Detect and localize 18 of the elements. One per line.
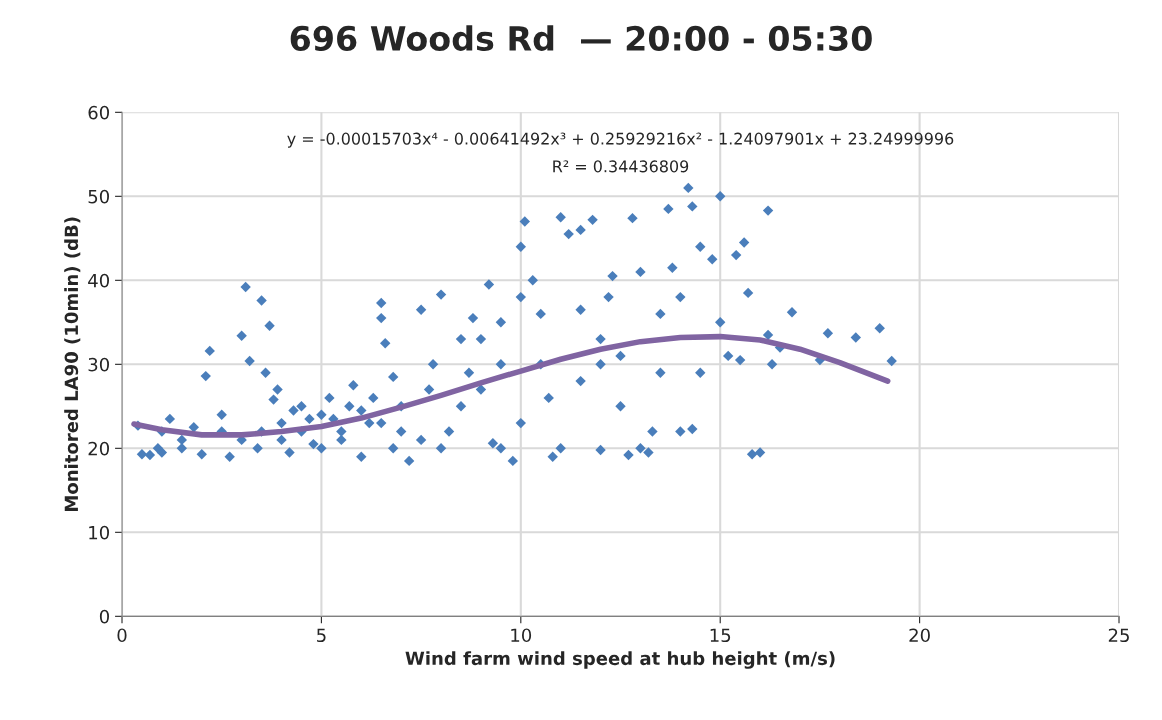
x-tick-label: 25 — [1108, 628, 1129, 643]
y-tick-label: 60 — [88, 105, 110, 120]
x-tick-label: 15 — [710, 628, 731, 643]
y-tick-label: 30 — [88, 357, 110, 372]
y-tick-label: 50 — [88, 189, 110, 204]
y-tick-label: 20 — [88, 441, 110, 456]
y-tick-label: 40 — [88, 273, 110, 288]
x-axis-title: Wind farm wind speed at hub height (m/s) — [405, 651, 835, 669]
y-tick-label: 10 — [89, 525, 110, 540]
y-axis-title: Monitored LA90 (10min) (dB) — [64, 217, 81, 511]
x-tick-label: 0 — [117, 628, 127, 643]
x-tick-label: 5 — [317, 628, 326, 643]
annotation: y = -0.00015703x⁴ - 0.00641492x³ + 0.25929216x² - 1.24097901x + 23.24999996 — [287, 132, 954, 148]
chart-title: 696 Woods Rd — 20:00 - 05:30 — [290, 25, 872, 51]
x-tick-label: 20 — [909, 628, 930, 643]
annotation: R² = 0.34436809 — [553, 160, 689, 173]
x-tick-label: 10 — [511, 628, 532, 643]
y-tick-label: 0 — [99, 609, 110, 624]
